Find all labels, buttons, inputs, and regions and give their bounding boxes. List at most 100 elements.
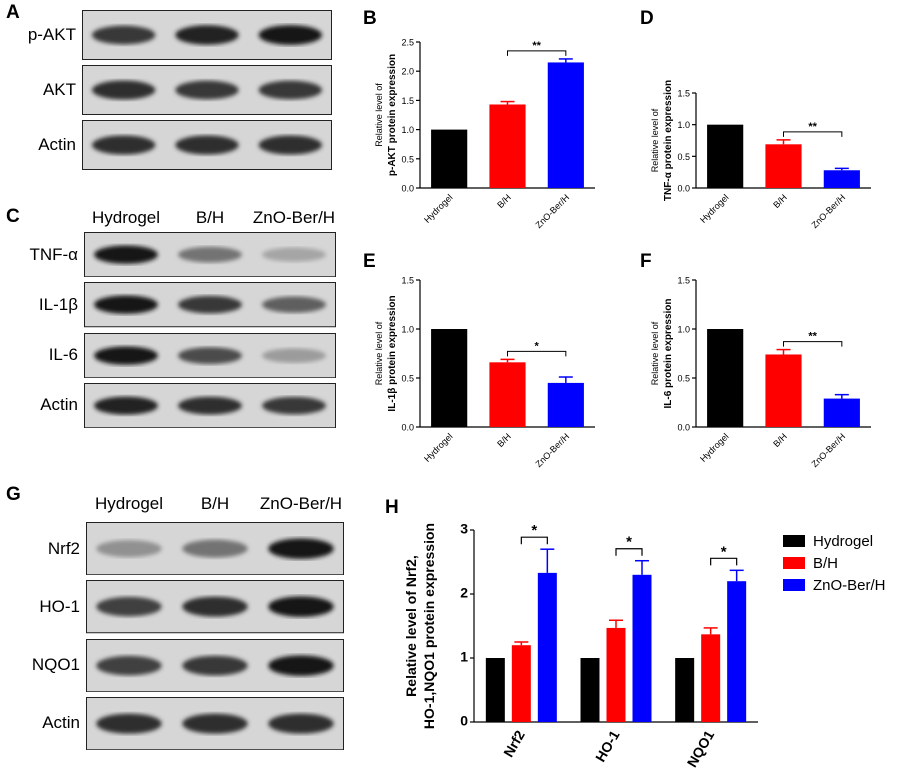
blot-c-header-zno-ber-h: ZnO-Ber/H bbox=[252, 208, 336, 227]
blot-g-header-hydrogel: Hydrogel bbox=[94, 494, 164, 513]
significance-bracket bbox=[520, 536, 548, 545]
blot-band bbox=[94, 345, 158, 365]
bar-nqo1-hydrogel bbox=[675, 658, 695, 722]
y-tick-label: 1.5 bbox=[677, 276, 690, 286]
bar-nqo1-zno-ber-h bbox=[727, 581, 747, 722]
bar-hydrogel bbox=[707, 124, 744, 188]
blot-g-header-zno-ber-h: ZnO-Ber/H bbox=[259, 494, 343, 513]
x-tick-label: Hydrogel bbox=[422, 431, 455, 464]
blot-g-strip-nqo1 bbox=[86, 638, 344, 692]
blot-band bbox=[268, 538, 334, 559]
panel-label-b: B bbox=[363, 8, 377, 29]
bar-ho-1-zno-ber-h bbox=[632, 574, 652, 722]
x-tick-label: B/H bbox=[495, 192, 513, 210]
significance-stars: * bbox=[721, 543, 727, 560]
significance-bracket bbox=[507, 350, 567, 357]
y-axis-label: IL-1β protein expression bbox=[387, 295, 398, 411]
blot-g-header-b-h: B/H bbox=[200, 494, 230, 513]
significance-stars: ** bbox=[808, 331, 817, 343]
x-tick-label: ZnO-Ber/H bbox=[533, 192, 571, 230]
y-tick-label: 0.0 bbox=[677, 184, 690, 194]
significance-bracket bbox=[783, 341, 843, 347]
blot-band bbox=[178, 296, 242, 314]
y-tick-label: 0.0 bbox=[401, 184, 414, 194]
bar-b-h bbox=[765, 354, 802, 427]
y-tick-label: 0.5 bbox=[401, 374, 414, 384]
legend-swatch-hydrogel bbox=[783, 535, 805, 547]
significance-bracket bbox=[710, 557, 738, 566]
y-tick-label: 0.0 bbox=[677, 423, 690, 433]
y-tick-label: 2 bbox=[460, 585, 468, 601]
blot-g-strip-ho-1 bbox=[86, 580, 344, 634]
chart-h-nrf2-ho1-nqo1: 0 1 2 3 Relative level of Nrf2, HO-1,NQO1 pro… bbox=[403, 521, 886, 770]
panel-label-c: C bbox=[6, 206, 20, 227]
blot-g-strip-actin bbox=[86, 696, 344, 750]
blot-band bbox=[262, 396, 326, 415]
blot-band bbox=[182, 655, 248, 675]
bar-zno-ber-h bbox=[823, 170, 860, 188]
legend-label-b-h: B/H bbox=[813, 555, 838, 572]
blot-a-strip-p-akt bbox=[82, 10, 332, 60]
panel-label-f: F bbox=[640, 251, 652, 272]
bar-b-h bbox=[765, 144, 802, 188]
y-tick-label: 1.0 bbox=[677, 120, 690, 130]
bar-ho-1-hydrogel bbox=[580, 658, 600, 722]
chart-e-il-1beta: 0.0 0.5 1.0 1.5 Relative level of IL-1β prote… bbox=[374, 276, 595, 469]
bar-ho-1-b-h bbox=[606, 627, 626, 722]
x-tick-label: Hydrogel bbox=[698, 192, 731, 225]
y-tick-label: 1 bbox=[460, 649, 468, 665]
chart-b-p-akt: 0.0 0.5 1.0 1.5 2.0 2.5 Relative level of p-AKT… bbox=[374, 38, 595, 230]
blot-band bbox=[178, 246, 242, 263]
y-tick-label: 2.5 bbox=[401, 38, 414, 48]
blot-band bbox=[94, 295, 158, 315]
blot-g-row-label-ho-1: HO-1 bbox=[39, 596, 80, 616]
legend-swatch-b-h bbox=[783, 557, 805, 569]
chart-d-tnf-alpha: 0.0 0.5 1.0 1.5 Relative level of TNF-α prote… bbox=[650, 80, 871, 230]
x-tick-label: Hydrogel bbox=[422, 192, 455, 225]
bar-nrf2-zno-ber-h bbox=[537, 572, 557, 722]
blot-band bbox=[96, 655, 162, 675]
bar-nrf2-b-h bbox=[511, 645, 531, 722]
blot-c-strip-actin bbox=[84, 382, 336, 428]
blot-band bbox=[96, 540, 162, 558]
blot-g-strip-nrf2 bbox=[86, 522, 344, 576]
bar-nrf2-hydrogel bbox=[485, 658, 505, 722]
y-tick-label: 0 bbox=[460, 713, 468, 729]
significance-bracket bbox=[615, 548, 643, 556]
panel-label-a: A bbox=[6, 2, 20, 23]
blot-band bbox=[262, 347, 326, 363]
x-tick-label: Hydrogel bbox=[698, 431, 731, 464]
x-tick-label: ZnO-Ber/H bbox=[533, 431, 571, 469]
blot-band bbox=[94, 396, 158, 415]
y-tick-label: 0.5 bbox=[677, 152, 690, 162]
blot-g-row-label-nqo1: NQO1 bbox=[31, 655, 80, 675]
blot-band bbox=[268, 654, 334, 676]
y-axis-label: p-AKT protein expression bbox=[387, 54, 398, 176]
blot-band bbox=[178, 396, 242, 415]
bar-b-h bbox=[489, 362, 526, 427]
bar-zno-ber-h bbox=[547, 382, 584, 427]
y-axis-label: Relative level of Nrf2, bbox=[403, 555, 419, 697]
panel-label-e: E bbox=[363, 251, 376, 272]
blot-c-row-label-il-6: IL-6 bbox=[48, 345, 78, 365]
blot-band bbox=[268, 596, 334, 618]
significance-stars: * bbox=[626, 534, 632, 551]
y-tick-label: 1.0 bbox=[401, 125, 414, 135]
blot-c-row-label-actin: Actin bbox=[40, 395, 78, 415]
y-axis-label: Relative level of bbox=[650, 321, 660, 385]
blot-a-row-label-akt: AKT bbox=[42, 80, 76, 99]
blot-band bbox=[258, 80, 322, 100]
significance-stars: ** bbox=[808, 121, 817, 133]
blot-band bbox=[92, 80, 156, 100]
x-tick-label: NQO1 bbox=[684, 727, 718, 770]
y-axis-label: TNF-α protein expression bbox=[663, 80, 674, 201]
blot-band bbox=[258, 25, 322, 45]
blot-c-strip-il-1 bbox=[84, 282, 336, 328]
x-tick-label: ZnO-Ber/H bbox=[809, 192, 847, 230]
y-axis-label: Relative level of bbox=[374, 321, 384, 385]
y-tick-label: 0.0 bbox=[401, 423, 414, 433]
y-tick-label: 1.5 bbox=[401, 96, 414, 106]
blot-band bbox=[262, 296, 326, 314]
blot-band bbox=[96, 597, 162, 617]
blot-a-row-label-actin: Actin bbox=[38, 135, 76, 154]
